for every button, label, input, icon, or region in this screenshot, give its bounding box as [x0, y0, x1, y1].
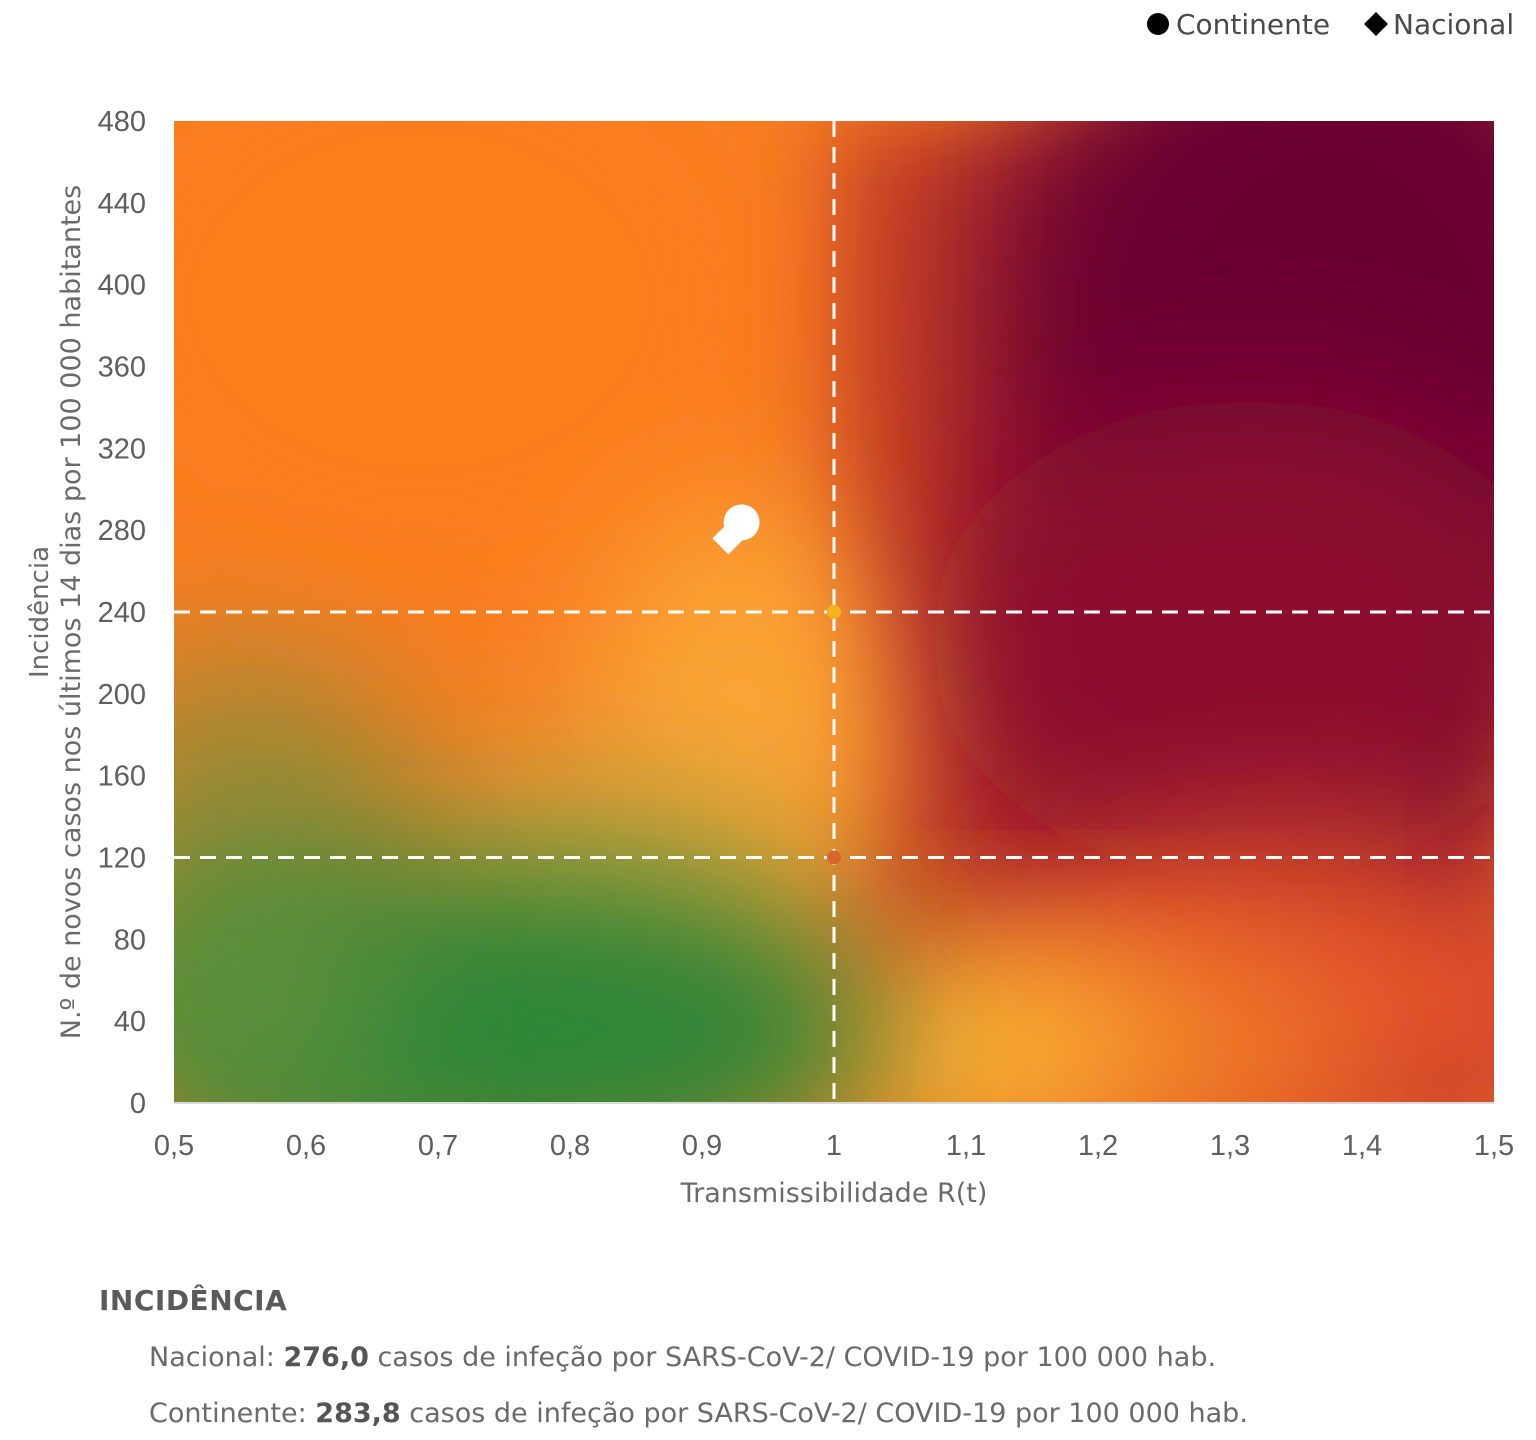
x-tick-label: 1,1: [946, 1130, 986, 1162]
x-tick-label: 1,3: [1210, 1130, 1250, 1162]
risk-gradient-background: [174, 121, 1494, 1103]
y-axis-title-line1: Incidência: [25, 546, 55, 678]
y-axis-ticks: 0 40 80 120 160 200 240 280 320 360 400 440 480: [98, 106, 146, 1120]
summary-prefix: Nacional:: [149, 1342, 284, 1373]
intersection-dot: [827, 605, 841, 619]
y-tick-label: 240: [98, 597, 146, 629]
y-tick-label: 360: [98, 352, 146, 384]
summary-line-continente: Continente: 283,8 casos de infeção por S…: [149, 1398, 1248, 1429]
data-point-nacional: [712, 522, 745, 555]
data-points: [712, 504, 760, 555]
x-tick-label: 1,2: [1078, 1130, 1118, 1162]
legend-circle-icon: [1147, 13, 1169, 35]
y-tick-label: 280: [98, 515, 146, 547]
legend-label-continente: Continente: [1176, 8, 1330, 41]
summary-suffix: casos de infeção por SARS-CoV-2/ COVID-1…: [368, 1342, 1217, 1373]
y-tick-label: 80: [114, 924, 146, 956]
x-tick-label: 0,8: [550, 1130, 590, 1162]
y-tick-label: 400: [98, 270, 146, 302]
y-tick-label: 40: [114, 1006, 146, 1038]
x-tick-label: 1,4: [1342, 1130, 1382, 1162]
legend: Continente Nacional: [1147, 8, 1514, 41]
x-axis-ticks: 0,5 0,6 0,7 0,8 0,9 1 1,1 1,2 1,3 1,4 1,5: [154, 1130, 1514, 1162]
intersection-dots: [827, 605, 841, 865]
y-tick-label: 480: [98, 106, 146, 138]
summary-title: INCIDÊNCIA: [99, 1284, 288, 1317]
legend-label-nacional: Nacional: [1393, 8, 1514, 41]
x-tick-label: 0,7: [418, 1130, 458, 1162]
summary-line-nacional: Nacional: 276,0 casos de infeção por SAR…: [149, 1342, 1216, 1373]
legend-diamond-icon: [1364, 12, 1388, 36]
y-tick-label: 200: [98, 679, 146, 711]
y-tick-label: 120: [98, 843, 146, 875]
y-tick-label: 160: [98, 761, 146, 793]
intersection-dot: [827, 850, 841, 865]
y-tick-label: 440: [98, 188, 146, 220]
summary-prefix: Continente:: [149, 1398, 316, 1429]
y-tick-label: 0: [130, 1088, 146, 1120]
x-tick-label: 1,5: [1474, 1130, 1514, 1162]
summary-value: 283,8: [315, 1398, 401, 1429]
x-axis-title: Transmissibilidade R(t): [680, 1178, 988, 1209]
y-axis-title-line2: N.º de novos casos nos últimos 14 dias p…: [56, 185, 87, 1039]
summary-suffix: casos de infeção por SARS-CoV-2/ COVID-1…: [400, 1398, 1248, 1429]
x-tick-label: 0,5: [154, 1130, 194, 1162]
x-tick-label: 0,6: [286, 1130, 326, 1162]
x-tick-label: 0,9: [682, 1130, 722, 1162]
y-tick-label: 320: [98, 433, 146, 465]
summary-value: 276,0: [283, 1342, 369, 1373]
x-tick-label: 1: [826, 1130, 842, 1162]
